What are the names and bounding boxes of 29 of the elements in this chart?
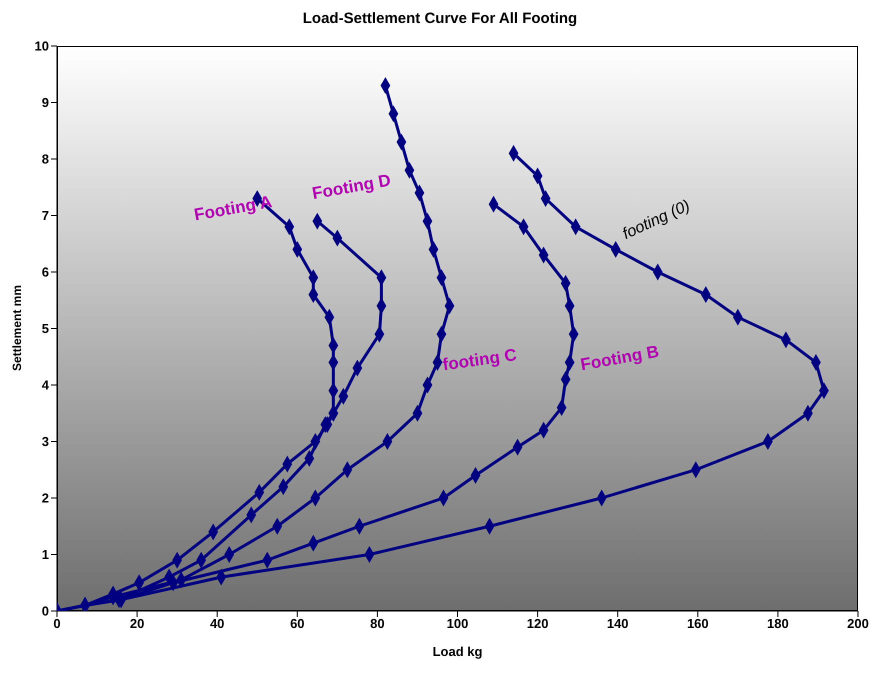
y-tick-label: 8 xyxy=(42,152,49,167)
text: Footing B xyxy=(579,342,660,374)
y-tick-label: 2 xyxy=(42,490,49,506)
y-tick-label: 0 xyxy=(42,604,49,619)
x-axis-title: Load kg xyxy=(432,644,482,659)
text: footing C xyxy=(441,345,518,374)
y-tick-label: 5 xyxy=(42,321,49,336)
x-tick-label: 200 xyxy=(847,616,869,632)
y-tick-label: 9 xyxy=(42,95,49,110)
x-tick-label: 80 xyxy=(370,616,385,632)
y-tick-label: 1 xyxy=(42,547,49,562)
y-tick-label: 10 xyxy=(34,38,49,54)
y-tick-label: 3 xyxy=(42,434,49,450)
y-tick-label: 7 xyxy=(42,208,49,224)
x-tick-label: 120 xyxy=(526,616,548,632)
y-tick-label: 4 xyxy=(42,378,50,393)
x-tick-label: 60 xyxy=(290,616,305,632)
x-tick-label: 100 xyxy=(446,616,468,632)
text: Footing A xyxy=(192,192,274,224)
x-tick-label: 180 xyxy=(767,616,789,632)
x-tick-label: 0 xyxy=(53,616,61,632)
y-tick-label: 6 xyxy=(42,264,49,280)
text: Footing D xyxy=(310,170,392,204)
x-tick-label: 40 xyxy=(210,616,224,632)
x-tick-label: 140 xyxy=(606,616,629,632)
y-axis-title: Settlement mm xyxy=(10,285,24,372)
x-tick-label: 160 xyxy=(686,616,709,632)
x-tick-label: 20 xyxy=(130,616,144,632)
chart-title: Load-Settlement Curve For All Footing xyxy=(302,10,578,27)
